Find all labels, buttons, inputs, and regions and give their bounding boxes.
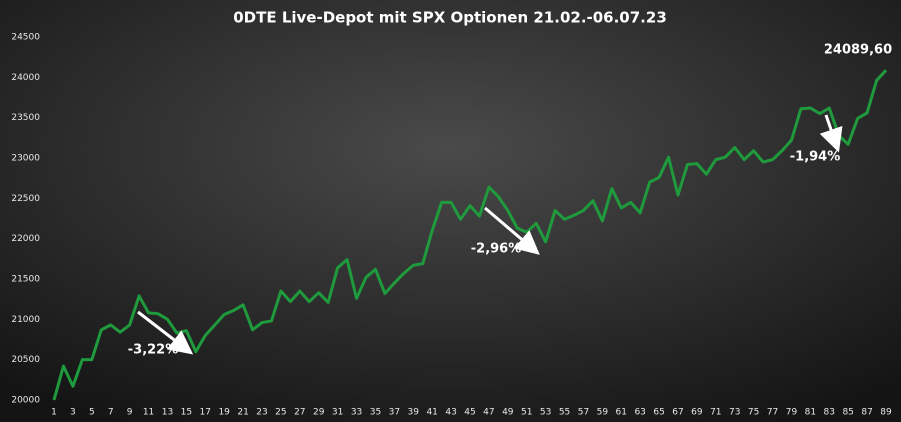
- x-tick-label: 17: [200, 408, 211, 418]
- y-tick-label: 21000: [11, 315, 40, 325]
- y-tick-label: 21500: [11, 275, 40, 285]
- x-tick-label: 21: [237, 408, 248, 418]
- annotation-arrow: [484, 206, 540, 255]
- x-tick-label: 61: [616, 408, 627, 418]
- chart-title: 0DTE Live-Depot mit SPX Optionen 21.02.-…: [233, 9, 667, 27]
- x-tick-label: 35: [370, 408, 381, 418]
- x-tick-label: 75: [748, 408, 759, 418]
- x-tick-label: 33: [351, 408, 362, 418]
- x-tick-label: 37: [389, 408, 400, 418]
- x-tick-label: 39: [408, 408, 420, 418]
- x-tick-label: 89: [880, 408, 892, 418]
- x-tick-label: 55: [559, 408, 570, 418]
- x-tick-label: 63: [634, 408, 645, 418]
- x-tick-label: 67: [672, 408, 683, 418]
- x-tick-label: 5: [89, 408, 95, 418]
- x-tick-label: 27: [294, 408, 305, 418]
- x-tick-label: 87: [861, 408, 872, 418]
- x-tick-label: 79: [786, 408, 798, 418]
- x-tick-label: 49: [502, 408, 514, 418]
- y-tick-label: 20000: [11, 396, 40, 406]
- x-tick-label: 53: [540, 408, 551, 418]
- x-tick-label: 9: [127, 408, 133, 418]
- x-tick-label: 29: [313, 408, 325, 418]
- x-tick-label: 19: [218, 408, 230, 418]
- x-tick-label: 83: [824, 408, 835, 418]
- x-tick-label: 57: [578, 408, 589, 418]
- x-tick-label: 43: [445, 408, 456, 418]
- y-tick-label: 24500: [11, 33, 40, 43]
- x-tick-label: 11: [143, 408, 154, 418]
- y-tick-label: 20500: [11, 355, 40, 365]
- x-tick-label: 77: [767, 408, 778, 418]
- x-tick-label: 7: [108, 408, 114, 418]
- y-tick-label: 23000: [11, 154, 40, 164]
- y-tick-label: 22000: [11, 234, 40, 244]
- annotation: -3,22%: [128, 343, 179, 358]
- x-tick-label: 59: [597, 408, 609, 418]
- annotation: -1,94%: [790, 150, 841, 165]
- x-tick-label: 71: [710, 408, 721, 418]
- x-tick-label: 73: [729, 408, 740, 418]
- annotation-arrow: [819, 114, 843, 153]
- x-tick-label: 41: [426, 408, 437, 418]
- y-tick-label: 23500: [11, 113, 40, 123]
- x-tick-label: 13: [162, 408, 173, 418]
- x-tick-label: 47: [483, 408, 494, 418]
- y-tick-label: 24000: [11, 73, 40, 83]
- x-tick-label: 15: [181, 408, 192, 418]
- x-tick-label: 69: [691, 408, 703, 418]
- x-tick-label: 51: [521, 408, 532, 418]
- x-tick-label: 45: [464, 408, 475, 418]
- x-tick-label: 3: [70, 408, 76, 418]
- x-tick-label: 25: [275, 408, 286, 418]
- x-tick-label: 85: [842, 408, 853, 418]
- x-tick-label: 65: [653, 408, 664, 418]
- x-tick-label: 81: [805, 408, 816, 418]
- x-tick-label: 23: [256, 408, 267, 418]
- annotation-arrow: [137, 310, 194, 355]
- y-tick-label: 22500: [11, 194, 40, 204]
- x-tick-label: 31: [332, 408, 343, 418]
- annotation: -2,96%: [471, 242, 522, 257]
- x-tick-label: 1: [51, 408, 57, 418]
- data-label: 24089,60: [824, 43, 892, 58]
